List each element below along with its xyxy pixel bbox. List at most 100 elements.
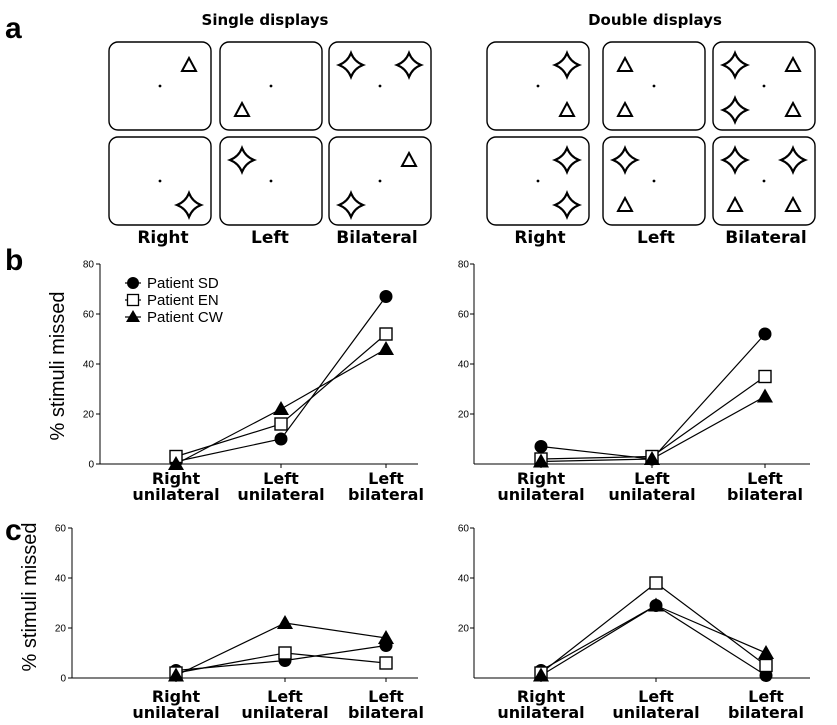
point-marker-cw: [273, 401, 289, 415]
point-marker-en: [379, 327, 393, 341]
point-marker-sd: [379, 290, 393, 303]
y-tick-label: 0: [88, 460, 94, 471]
point-marker-cw: [757, 388, 773, 403]
point-marker-en: [649, 576, 663, 590]
triangle-icon: [616, 55, 634, 72]
x-category-label: bilateral: [728, 703, 804, 722]
fixation-point: [378, 84, 382, 88]
fixation-point: [652, 84, 656, 88]
point-marker-sd: [759, 669, 773, 682]
single-displays-title: Single displays: [202, 11, 329, 29]
x-category-label: unilateral: [497, 485, 584, 504]
y-tick-label: 40: [55, 574, 67, 585]
star-icon: [719, 49, 751, 81]
double-displays-title: Double displays: [588, 11, 722, 29]
point-marker-cw: [168, 456, 184, 470]
c-ylabel: % stimuli missed: [19, 523, 41, 672]
triangle-icon: [784, 195, 802, 212]
point-marker-cw: [277, 615, 293, 629]
display-box: [328, 41, 432, 131]
y-tick-label: 0: [60, 674, 66, 685]
x-category-label: unilateral: [237, 485, 324, 504]
x-category-label: unilateral: [608, 485, 695, 504]
x-category-label: unilateral: [497, 703, 584, 722]
x-category-label: Left: [267, 687, 303, 706]
x-category-label: Left: [638, 687, 674, 706]
y-tick-label: 20: [458, 410, 470, 421]
x-category-label: Right: [517, 469, 566, 488]
x-category-label: bilateral: [348, 703, 424, 722]
double-display-boxes: [486, 41, 816, 226]
point-marker-cw: [378, 630, 394, 644]
fixation-point: [762, 179, 766, 183]
point-marker-cw: [758, 645, 774, 659]
y-tick-label: 20: [458, 624, 470, 635]
triangle-icon: [233, 100, 251, 117]
star-icon: [335, 189, 367, 221]
x-category-label: unilateral: [612, 703, 699, 722]
legend-label-sd: Patient SD: [147, 275, 219, 292]
chart-c-left: 0204060RightunilateralLeftunilateralLeft…: [55, 524, 424, 723]
point-marker-en: [379, 656, 393, 670]
chart-c-right: 204060RightunilateralLeftunilateralLeftb…: [458, 524, 810, 722]
x-category-label: bilateral: [727, 485, 803, 504]
y-tick-label: 20: [83, 410, 95, 421]
series-line: [540, 333, 766, 460]
x-category-label: Left: [748, 687, 784, 706]
double-condition-right: Right: [514, 228, 565, 248]
legend-label-en: Patient EN: [147, 292, 219, 309]
point-marker-en: [274, 417, 288, 431]
x-category-label: Right: [152, 687, 201, 706]
x-category-label: Right: [517, 687, 566, 706]
triangle-icon: [616, 100, 634, 117]
chart-b-right: 20406080RightunilateralLeftunilateralLef…: [458, 260, 810, 504]
x-category-label: Left: [747, 469, 783, 488]
point-marker-en: [759, 658, 773, 673]
x-category-label: Left: [263, 469, 299, 488]
star-icon: [719, 94, 751, 126]
fixation-point: [378, 179, 382, 183]
point-marker-cw: [168, 667, 184, 682]
single-condition-bilateral: Bilateral: [336, 228, 417, 248]
y-tick-label: 60: [55, 524, 67, 535]
single-condition-right: Right: [137, 228, 188, 248]
star-icon: [551, 189, 583, 221]
triangle-icon: [180, 55, 198, 72]
star-icon: [335, 49, 367, 81]
triangle-icon: [784, 55, 802, 72]
star-icon: [777, 144, 809, 176]
y-tick-label: 60: [458, 524, 470, 535]
display-box: [108, 136, 212, 226]
single-condition-left: Left: [251, 228, 289, 248]
point-marker-en: [758, 369, 772, 384]
y-tick-label: 40: [458, 360, 470, 371]
fixation-point: [762, 84, 766, 88]
display-box: [328, 136, 432, 226]
chart-b-left: 020406080RightunilateralLeftunilateralLe…: [83, 260, 424, 505]
y-tick-label: 80: [83, 260, 95, 271]
double-condition-bilateral: Bilateral: [725, 228, 806, 248]
series-line: [540, 376, 766, 460]
fixation-point: [536, 179, 540, 183]
y-tick-label: 60: [458, 310, 470, 321]
triangle-icon: [400, 150, 418, 167]
star-icon: [551, 49, 583, 81]
star-icon: [609, 144, 641, 176]
y-tick-label: 40: [458, 574, 470, 585]
panel-label-c: c: [5, 514, 22, 547]
legend-marker-en: [126, 293, 140, 307]
triangle-icon: [558, 100, 576, 117]
y-tick-label: 80: [458, 260, 470, 271]
legend-marker-sd: [127, 277, 139, 289]
legend-marker-cw: [126, 310, 140, 322]
display-box: [602, 41, 706, 131]
panel-label-b: b: [5, 244, 23, 277]
fixation-point: [652, 179, 656, 183]
x-category-label: Left: [368, 469, 404, 488]
star-icon: [173, 189, 205, 221]
x-category-label: unilateral: [241, 703, 328, 722]
point-marker-sd: [274, 432, 288, 446]
fixation-point: [158, 179, 162, 183]
series-line: [540, 582, 767, 674]
legend: Patient SD Patient EN Patient CW: [125, 275, 224, 326]
